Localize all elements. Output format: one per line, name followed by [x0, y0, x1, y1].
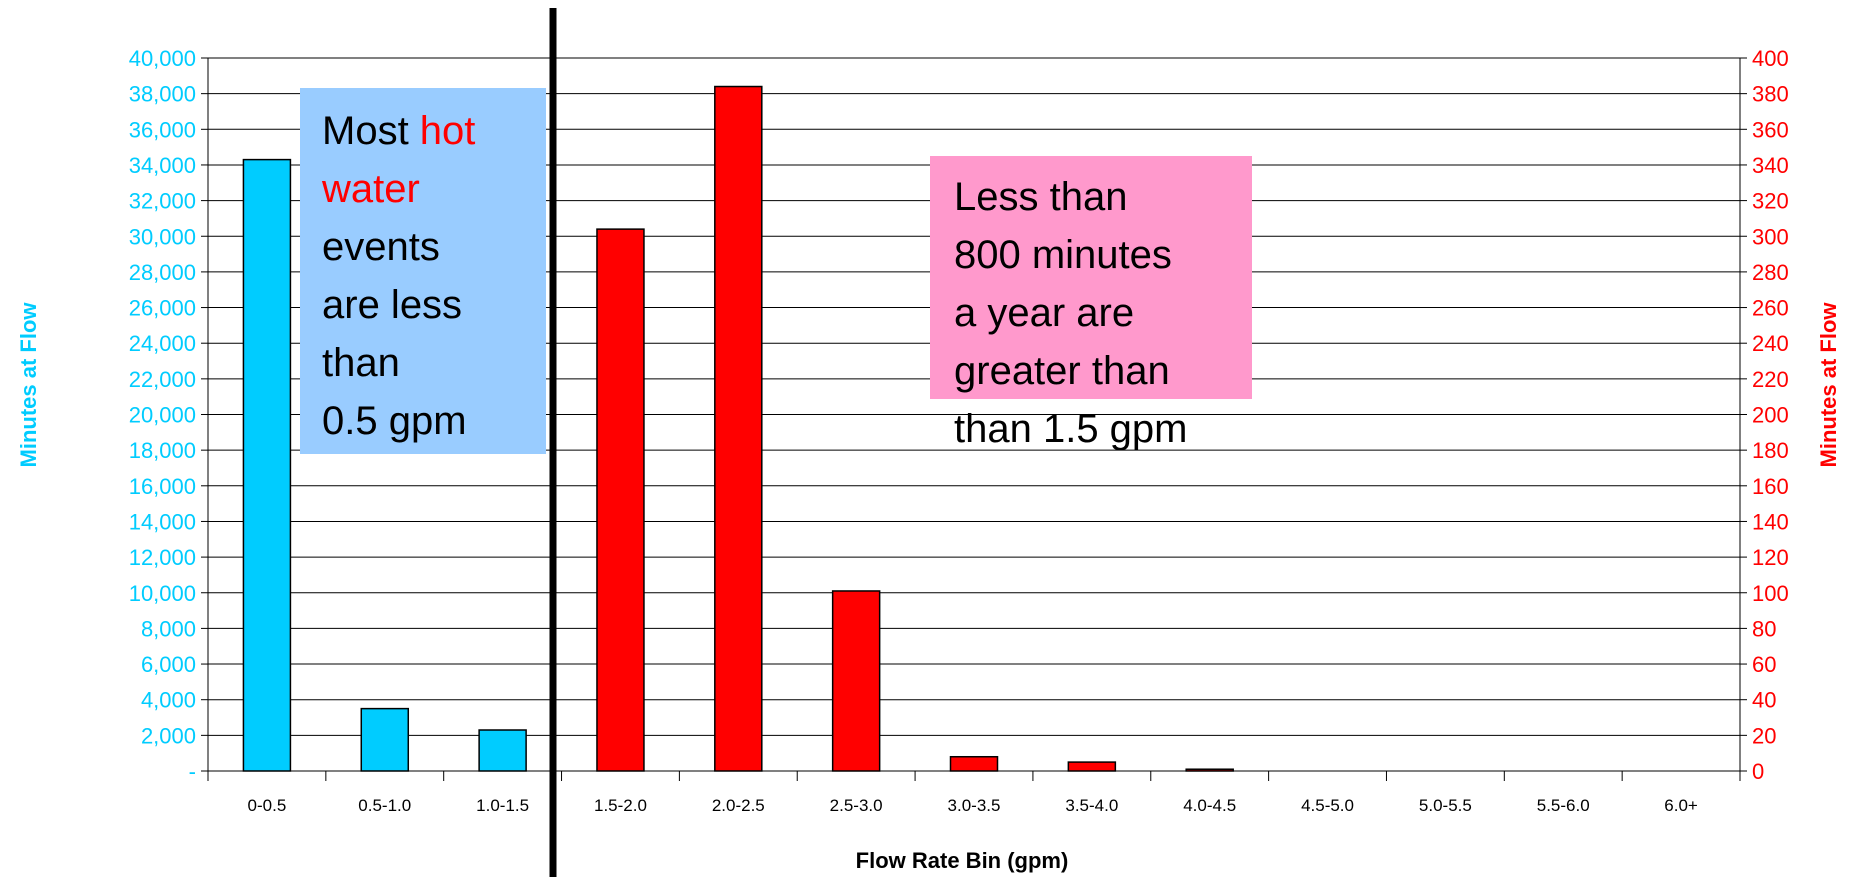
x-tick-label: 2.5-3.0 — [830, 796, 883, 815]
right-tick-label: 180 — [1752, 438, 1789, 463]
right-tick-label: 300 — [1752, 224, 1789, 249]
right-tick-label: 0 — [1752, 759, 1764, 784]
left-tick-label: - — [189, 759, 196, 784]
annotation-hot-water-box: Most hot water events are less than 0.5 … — [300, 88, 546, 454]
left-axis-title: Minutes at Flow — [16, 302, 41, 468]
left-tick-label: 10,000 — [129, 581, 196, 606]
right-tick-label: 60 — [1752, 652, 1776, 677]
annotation-line: are less — [322, 283, 463, 327]
bar — [242, 158, 292, 772]
bar — [831, 590, 881, 772]
left-tick-label: 14,000 — [129, 509, 196, 534]
left-tick-label: 24,000 — [129, 331, 196, 356]
left-tick-label: 20,000 — [129, 403, 196, 428]
right-axis-title: Minutes at Flow — [1816, 302, 1841, 468]
right-tick-label: 280 — [1752, 260, 1789, 285]
annotation-line: 0.5 gpm — [322, 399, 467, 443]
right-tick-label: 340 — [1752, 153, 1789, 178]
annotation-line: 800 minutes — [954, 233, 1172, 277]
left-tick-label: 38,000 — [129, 82, 196, 107]
bar — [478, 729, 527, 772]
left-tick-label: 22,000 — [129, 367, 196, 392]
x-axis-title: Flow Rate Bin (gpm) — [856, 848, 1069, 873]
annotation-line: a year are — [954, 291, 1135, 335]
left-tick-label: 4,000 — [141, 688, 196, 713]
left-tick-label: 28,000 — [129, 260, 196, 285]
right-tick-label: 160 — [1752, 474, 1789, 499]
annotation-line: than — [322, 341, 400, 385]
right-tick-label: 380 — [1752, 82, 1789, 107]
right-axis-ticks: 0 20 40 60 80 100 120 140 160 180 200 220 240 260 280 3… — [1740, 46, 1789, 784]
x-tick-label: 1.5-2.0 — [594, 796, 647, 815]
right-tick-label: 140 — [1752, 509, 1789, 534]
x-axis-ticks: 0-0.5 0.5-1.0 1.0-1.5 1.5-2.0 2.0-2.5 2.5-3.0… — [207, 771, 1741, 815]
x-tick-label: 0.5-1.0 — [358, 796, 411, 815]
x-tick-label: 5.5-6.0 — [1537, 796, 1590, 815]
x-tick-label: 1.0-1.5 — [476, 796, 529, 815]
right-tick-label: 260 — [1752, 296, 1789, 321]
left-tick-label: 30,000 — [129, 224, 196, 249]
annotation-line: greater than — [954, 349, 1170, 393]
right-tick-label: 360 — [1752, 117, 1789, 142]
left-tick-label: 12,000 — [129, 545, 196, 570]
left-tick-label: 40,000 — [129, 46, 196, 71]
left-axis-ticks: - 2,000 4,000 6,000 8,000 10,000 12,000 14,000 1… — [129, 46, 208, 784]
left-tick-label: 16,000 — [129, 474, 196, 499]
right-tick-label: 20 — [1752, 723, 1776, 748]
right-tick-label: 120 — [1752, 545, 1789, 570]
right-tick-label: 240 — [1752, 331, 1789, 356]
x-tick-label: 3.5-4.0 — [1065, 796, 1118, 815]
annotation-line: events — [322, 225, 440, 269]
right-tick-label: 200 — [1752, 403, 1789, 428]
right-tick-label: 400 — [1752, 46, 1789, 71]
left-tick-label: 36,000 — [129, 117, 196, 142]
right-tick-label: 100 — [1752, 581, 1789, 606]
annotation-line: Most hot — [322, 102, 546, 160]
bar — [714, 85, 763, 772]
left-tick-label: 26,000 — [129, 296, 196, 321]
left-tick-label: 8,000 — [141, 616, 196, 641]
x-tick-label: 4.0-4.5 — [1183, 796, 1236, 815]
bar — [1067, 761, 1117, 772]
right-tick-label: 320 — [1752, 189, 1789, 214]
left-tick-label: 2,000 — [141, 723, 196, 748]
bar — [360, 707, 410, 772]
right-tick-label: 80 — [1752, 616, 1776, 641]
x-tick-label: 2.0-2.5 — [712, 796, 765, 815]
annotation-line: Less than — [954, 175, 1128, 219]
x-tick-label: 6.0+ — [1664, 796, 1698, 815]
left-tick-label: 18,000 — [129, 438, 196, 463]
bars — [242, 85, 1234, 772]
annotation-highlight: water — [322, 167, 420, 211]
left-tick-label: 6,000 — [141, 652, 196, 677]
annotation-text: Most — [322, 109, 420, 153]
bar — [949, 755, 999, 772]
right-tick-label: 220 — [1752, 367, 1789, 392]
annotation-line: than 1.5 gpm — [954, 407, 1188, 451]
bar — [596, 228, 645, 772]
right-tick-label: 40 — [1752, 688, 1776, 713]
left-tick-label: 34,000 — [129, 153, 196, 178]
left-tick-label: 32,000 — [129, 189, 196, 214]
x-tick-label: 3.0-3.5 — [948, 796, 1001, 815]
x-tick-label: 5.0-5.5 — [1419, 796, 1472, 815]
annotation-minutes-box: Less than 800 minutes a year are greater… — [930, 156, 1252, 451]
x-tick-label: 0-0.5 — [248, 796, 287, 815]
x-tick-label: 4.5-5.0 — [1301, 796, 1354, 815]
annotation-highlight: hot — [419, 109, 476, 153]
